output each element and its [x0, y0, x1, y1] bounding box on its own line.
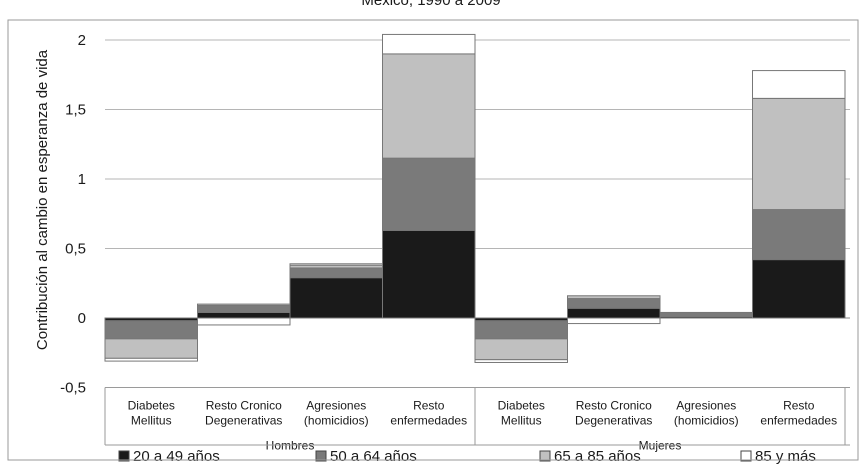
chart-frame: [7, 19, 859, 461]
x-tick-label: Agresiones: [306, 399, 366, 413]
bar-segment: [474, 320, 568, 340]
legend-label: 65 a 85 años: [554, 448, 641, 465]
legend-label: 20 a 49 años: [133, 448, 220, 465]
legend-label: 85 y más: [755, 448, 816, 465]
bar-segment: [752, 97, 846, 211]
bar-segment: [289, 263, 383, 266]
x-tick-label: Mellitus: [501, 414, 542, 428]
bar-segment: [104, 357, 198, 362]
x-tick-label: Diabetes: [498, 399, 545, 413]
bar-segment: [197, 317, 291, 326]
bar-segment: [197, 303, 291, 306]
chart-title: México, 1990 a 2009: [361, 0, 500, 9]
y-tick-label: 1,5: [65, 102, 86, 119]
y-tick-label: -0,5: [60, 380, 86, 397]
y-tick-label: 2: [78, 32, 86, 49]
x-tick-label: Resto Cronico: [576, 399, 652, 413]
legend-label: 50 a 64 años: [330, 448, 417, 465]
x-tick-label: Resto Cronico: [206, 399, 282, 413]
y-tick-label: 1: [78, 171, 86, 188]
bar-segment: [197, 311, 291, 319]
bar-segment: [752, 259, 846, 319]
legend-swatch: [315, 450, 327, 462]
x-tick-label: (homicidios): [674, 414, 739, 428]
x-tick-label: Degenerativas: [575, 414, 652, 428]
x-tick-label: Resto: [783, 399, 815, 413]
bar-segment: [104, 338, 198, 359]
legend-swatch: [740, 450, 752, 462]
bar-segment: [289, 277, 383, 319]
bar-segment: [382, 53, 476, 159]
bar-segment: [752, 209, 846, 261]
x-tick-label: (homicidios): [304, 414, 369, 428]
bar-segment: [197, 304, 291, 313]
bar-segment: [289, 267, 383, 279]
x-tick-label: Mellitus: [131, 414, 172, 428]
bar-segment: [567, 295, 661, 300]
x-tick-label: Agresiones: [676, 399, 736, 413]
y-tick-label: 0,5: [65, 241, 86, 258]
x-tick-label: Resto: [413, 399, 445, 413]
bar-segment: [659, 311, 753, 318]
bars: [104, 33, 846, 363]
bar-segment: [382, 33, 476, 55]
bar-segment: [567, 317, 661, 325]
x-tick-label: Diabetes: [128, 399, 175, 413]
y-axis-ticks: 2 1,5 1 0,5 0 -0,5: [60, 32, 86, 397]
x-tick-label: enfermedades: [390, 414, 467, 428]
bar-segment: [567, 298, 661, 309]
bar-segment: [382, 229, 476, 319]
bar-segment: [474, 338, 568, 361]
bar-segment: [104, 320, 198, 340]
x-tick-label: Degenerativas: [205, 414, 282, 428]
y-axis-label: Contribución al cambio en esperanza de v…: [34, 49, 51, 350]
legend-swatch: [118, 450, 130, 462]
bar-segment: [752, 70, 846, 99]
bar-segment: [567, 307, 661, 319]
legend: 20 a 49 años 50 a 64 años 65 a 85 años 85 y…: [118, 448, 816, 465]
x-tick-label: enfermedades: [760, 414, 837, 428]
y-tick-label: 0: [78, 310, 86, 327]
bar-segment: [474, 359, 568, 363]
bar-segment: [382, 157, 476, 231]
legend-swatch: [539, 450, 551, 462]
